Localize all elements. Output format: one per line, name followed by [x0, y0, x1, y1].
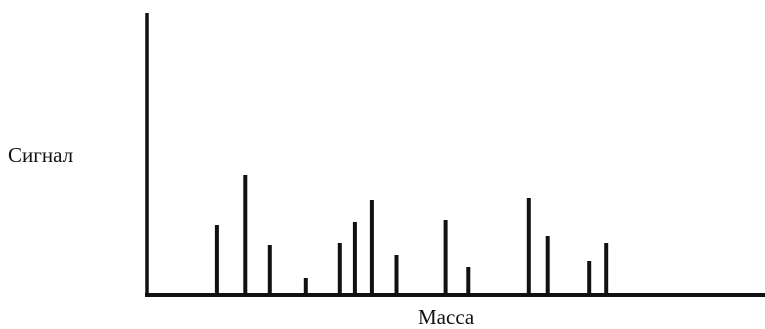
x-axis-label: Масса: [418, 305, 475, 329]
y-axis-label: Сигнал: [8, 143, 73, 167]
peaks-group: [214, 175, 609, 295]
